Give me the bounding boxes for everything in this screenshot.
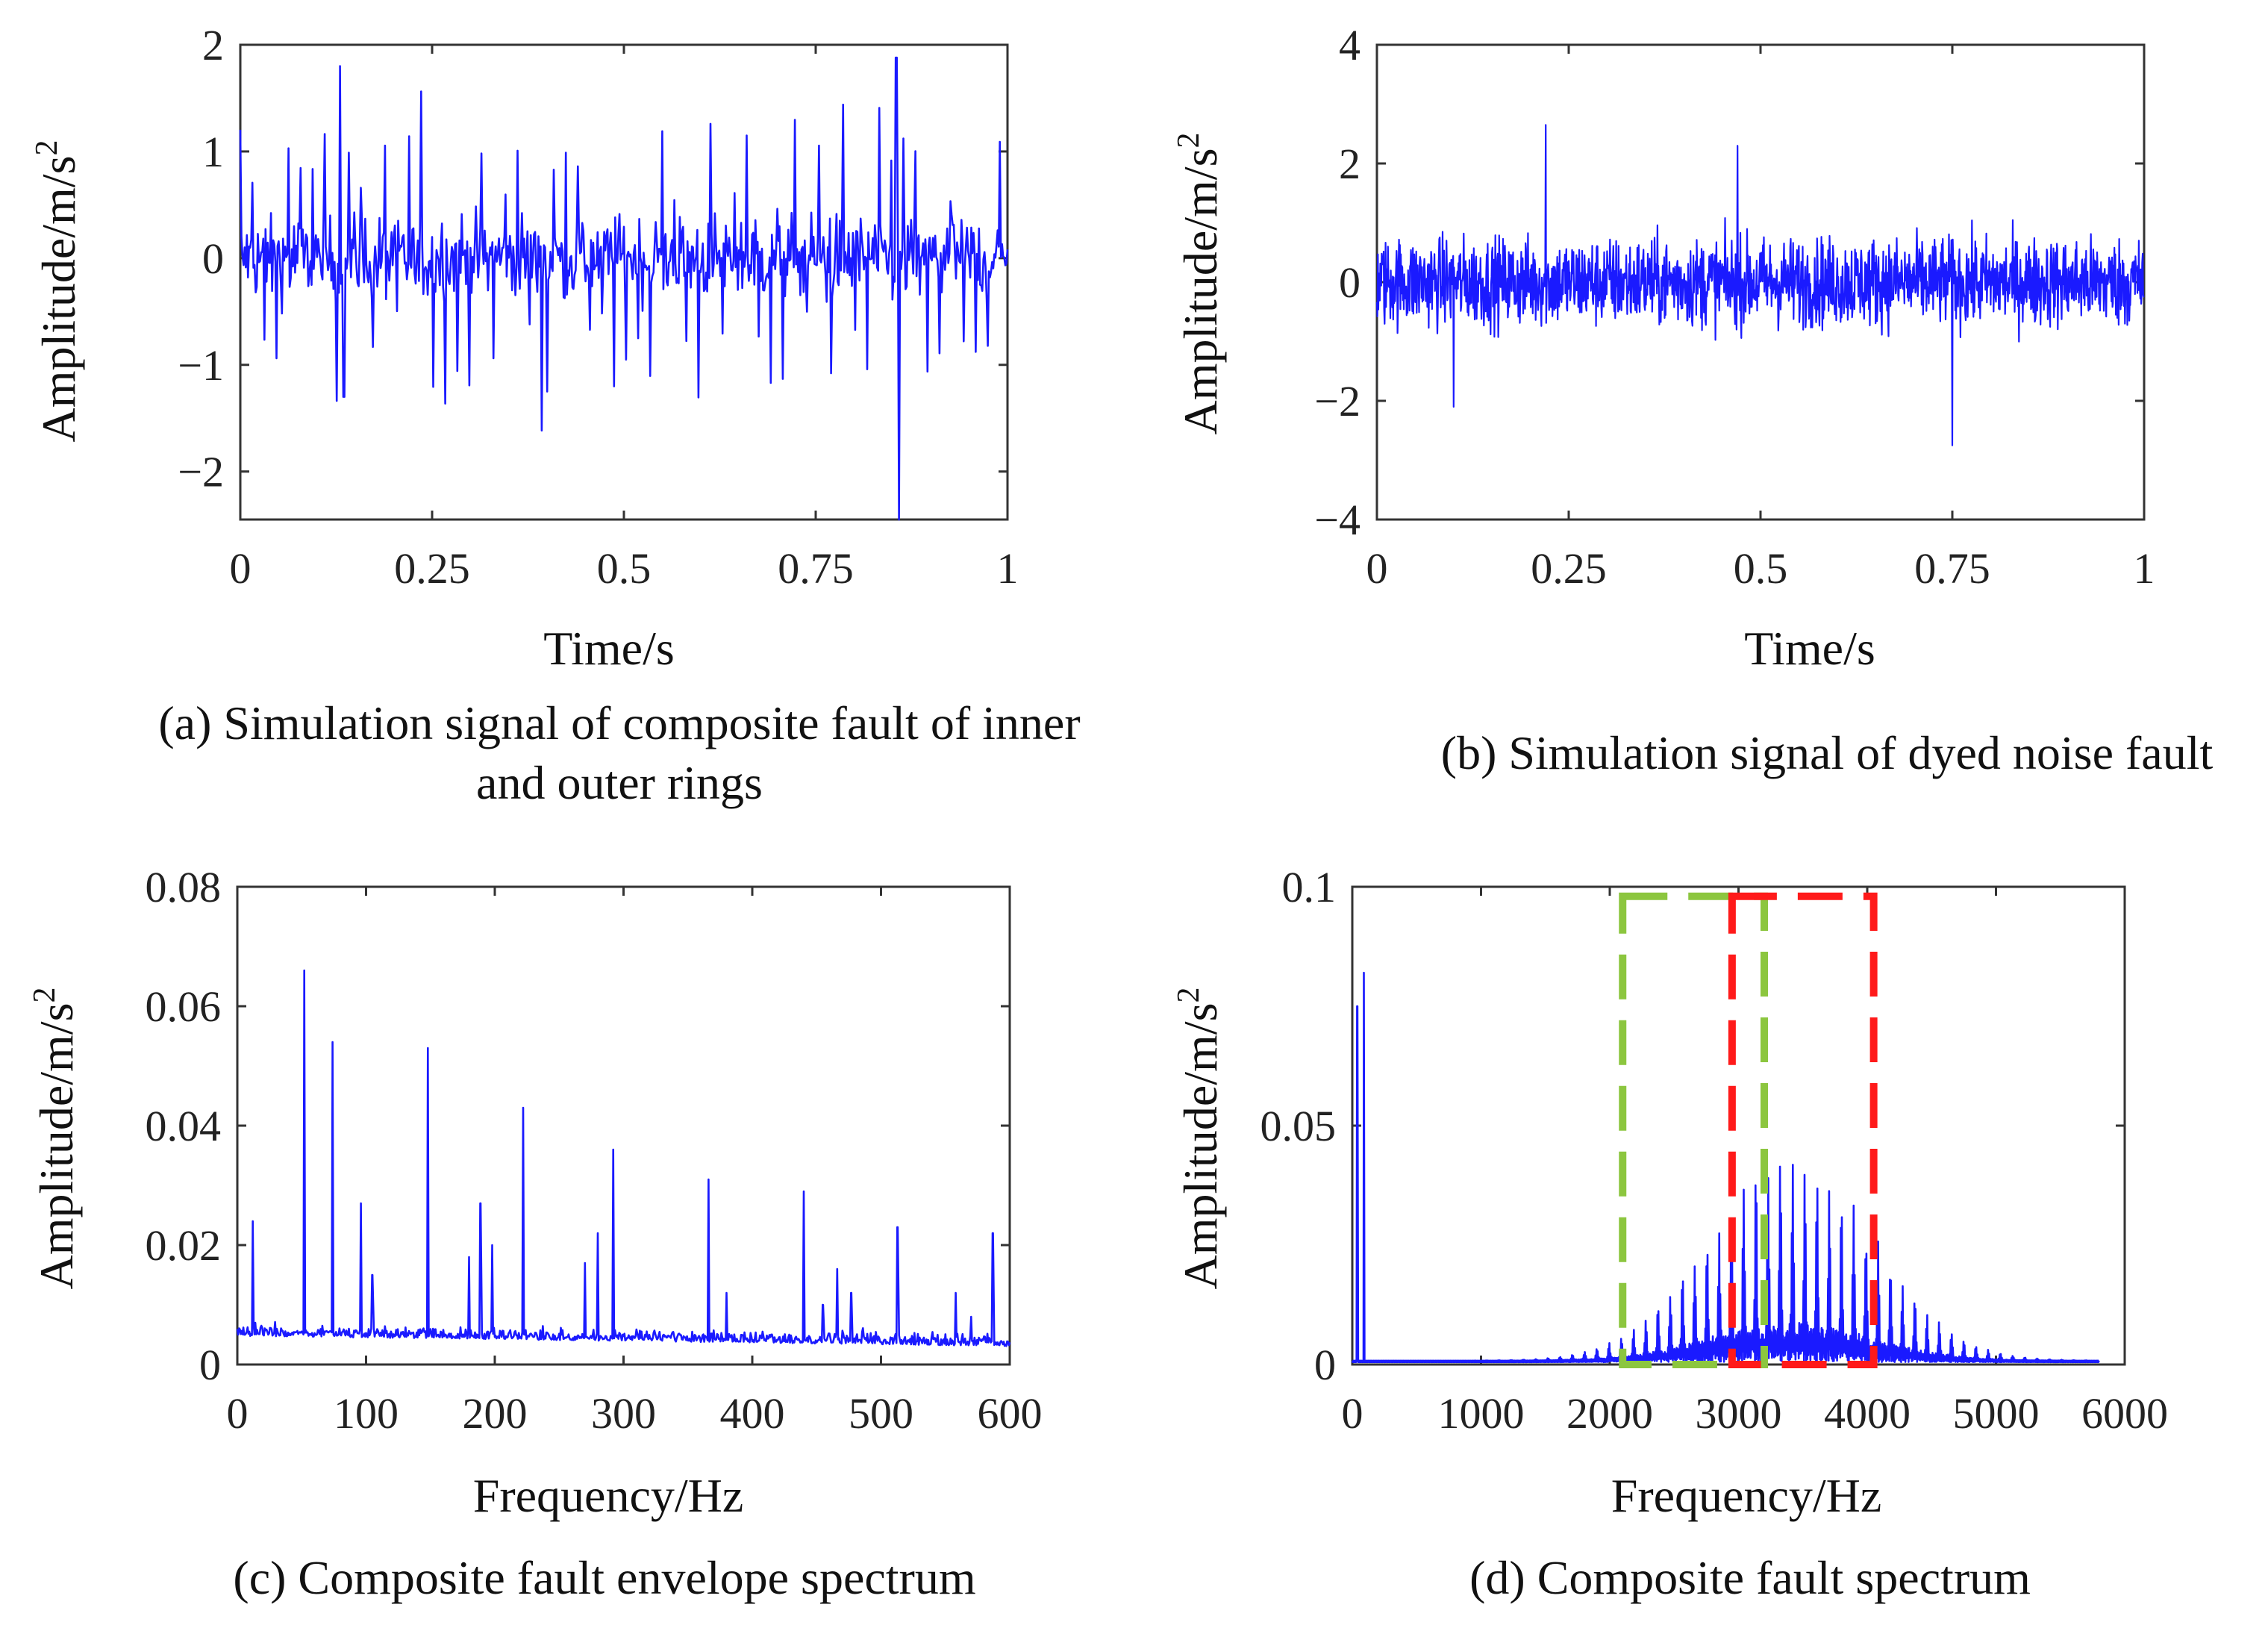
ytick-label-c-2: 0.04 xyxy=(146,1102,222,1150)
ylabel-d-sup: 2 xyxy=(1172,988,1206,1003)
plot-c-frame xyxy=(236,885,1011,1366)
xtick-label-a-4: 1 xyxy=(997,544,1019,593)
ylabel-d: Amplitude/m/s2 xyxy=(1172,988,1227,1290)
ytick-label-b-2: 0 xyxy=(1339,258,1361,307)
ytick-label-d-2: 0.1 xyxy=(1282,863,1337,911)
ticks-c: 0 100 200 300 400 500 600 0 0.02 0.04 0.06 0.08 xyxy=(146,863,1043,1438)
ytick-label-c-1: 0.02 xyxy=(146,1221,222,1270)
xtick-label-b-4: 1 xyxy=(2134,544,2155,593)
xlabel-b: Time/s xyxy=(1744,622,1875,675)
caption-a-line1: (a) Simulation signal of composite fault… xyxy=(158,696,1080,749)
xtick-label-a-1: 0.25 xyxy=(394,544,470,593)
ytick-label-d-1: 0.05 xyxy=(1260,1102,1337,1150)
red-box xyxy=(1728,892,1878,1369)
series-a xyxy=(239,56,1009,521)
ytick-label-c-0: 0 xyxy=(199,1341,221,1389)
xtick-label-b-2: 0.5 xyxy=(1734,544,1788,593)
panel-c: 0 100 200 300 400 500 600 0 0.02 0.04 0.06 0.08 Fre… xyxy=(28,863,1043,1604)
ytick-label-a-2: 0 xyxy=(202,234,224,283)
ylabel-b-sup: 2 xyxy=(1172,133,1206,149)
ytick-label-b-1: −2 xyxy=(1314,377,1361,425)
xtick-label-c-4: 400 xyxy=(720,1389,785,1438)
caption-c: (c) Composite fault envelope spectrum xyxy=(233,1551,975,1604)
xtick-label-c-2: 200 xyxy=(463,1389,528,1438)
ytick-label-b-3: 2 xyxy=(1339,140,1361,188)
ticks-b: 0 0.25 0.5 0.75 1 −4 −2 0 2 4 xyxy=(1314,21,2155,593)
ylabel-c-sup: 2 xyxy=(28,988,62,1003)
xtick-label-d-0: 0 xyxy=(1342,1389,1363,1438)
series-c xyxy=(236,969,1011,1347)
plot-d-frame xyxy=(1351,885,2126,1366)
xtick-label-a-0: 0 xyxy=(230,544,252,593)
xtick-label-a-2: 0.5 xyxy=(597,544,652,593)
xtick-label-c-1: 100 xyxy=(334,1389,399,1438)
ticks-d: 0 1000 2000 3000 4000 5000 6000 0 0.05 0.1 xyxy=(1260,863,2169,1438)
green-box xyxy=(1619,892,1768,1369)
ytick-label-b-0: −4 xyxy=(1314,496,1361,544)
panel-b: 0 0.25 0.5 0.75 1 −4 −2 0 2 4 Time/s Amplitude/m/… xyxy=(1172,21,2213,779)
ytick-label-a-4: 2 xyxy=(202,21,224,69)
xtick-label-d-1: 1000 xyxy=(1438,1389,1525,1438)
xlabel-c: Frequency/Hz xyxy=(473,1469,744,1522)
xtick-label-c-0: 0 xyxy=(227,1389,249,1438)
ytick-label-a-1: −1 xyxy=(178,341,224,390)
series-d xyxy=(1351,971,2100,1364)
boxes-d xyxy=(1619,892,1878,1369)
series-b xyxy=(1375,124,2145,446)
xtick-label-c-3: 300 xyxy=(591,1389,656,1438)
xtick-label-d-6: 6000 xyxy=(2081,1389,2168,1438)
ytick-label-a-3: 1 xyxy=(202,128,224,176)
xtick-label-b-0: 0 xyxy=(1366,544,1388,593)
ytick-label-b-4: 4 xyxy=(1339,21,1361,69)
ytick-label-d-0: 0 xyxy=(1314,1341,1336,1389)
caption-d: (d) Composite fault spectrum xyxy=(1469,1551,2031,1604)
ytick-label-c-3: 0.06 xyxy=(146,982,222,1031)
caption-b: (b) Simulation signal of dyed noise faul… xyxy=(1441,726,2214,779)
xtick-label-b-1: 0.25 xyxy=(1531,544,1607,593)
ylabel-c: Amplitude/m/s2 xyxy=(28,988,83,1290)
xtick-label-d-3: 3000 xyxy=(1696,1389,1782,1438)
panel-a: 0 0.25 0.5 0.75 1 −2 −1 0 1 2 Time/s Amplitude/m/… xyxy=(30,21,1081,809)
xtick-label-a-3: 0.75 xyxy=(778,544,854,593)
xlabel-d: Frequency/Hz xyxy=(1611,1469,1882,1522)
xtick-label-d-2: 2000 xyxy=(1566,1389,1653,1438)
ticks-a: 0 0.25 0.5 0.75 1 −2 −1 0 1 2 xyxy=(178,21,1018,593)
xtick-label-b-3: 0.75 xyxy=(1914,544,1990,593)
ylabel-b: Amplitude/m/s2 xyxy=(1172,133,1227,435)
series-line-b-signal xyxy=(1375,124,2145,446)
caption-a-line2: and outer rings xyxy=(476,756,763,809)
xtick-label-c-6: 600 xyxy=(978,1389,1043,1438)
series-line-a-signal xyxy=(239,56,1009,521)
xtick-label-d-4: 4000 xyxy=(1824,1389,1911,1438)
series-line-c-envelope xyxy=(236,969,1011,1347)
ylabel-a-sup: 2 xyxy=(30,140,64,156)
xtick-label-d-5: 5000 xyxy=(1953,1389,2040,1438)
xlabel-a: Time/s xyxy=(543,622,675,675)
ytick-label-c-4: 0.08 xyxy=(146,863,222,911)
panel-d: 0 1000 2000 3000 4000 5000 6000 0 0.05 0.1 Freque… xyxy=(1172,863,2168,1604)
ylabel-a: Amplitude/m/s2 xyxy=(30,140,85,443)
series-line-d-spectrum xyxy=(1351,971,2100,1364)
ytick-label-a-0: −2 xyxy=(178,448,224,496)
xtick-label-c-5: 500 xyxy=(849,1389,913,1438)
